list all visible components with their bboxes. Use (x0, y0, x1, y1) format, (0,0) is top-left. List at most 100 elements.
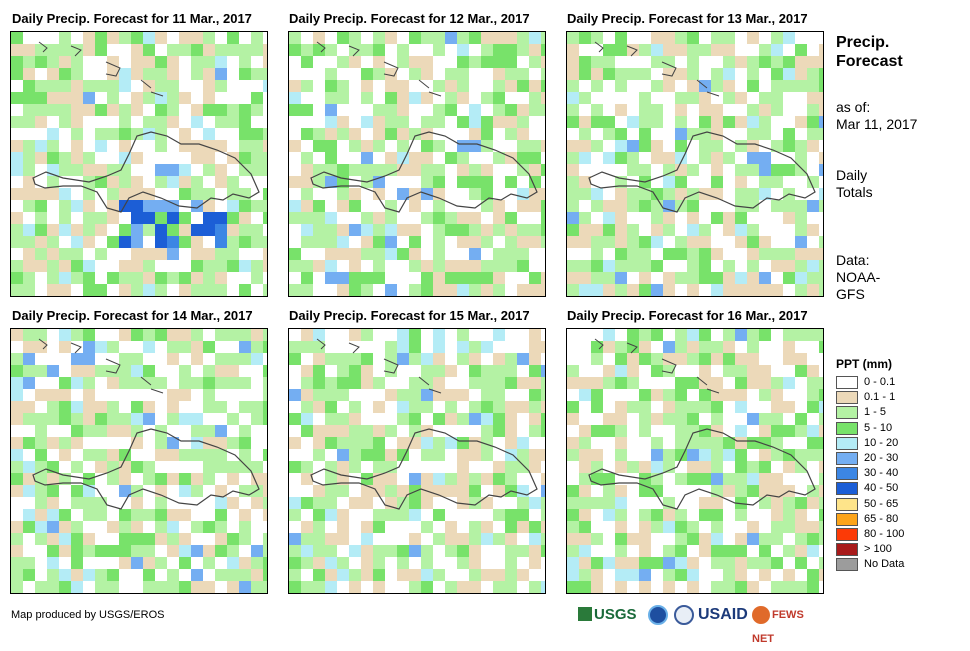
precip-cell (313, 92, 325, 104)
precip-cell (263, 569, 267, 581)
precip-cell (71, 152, 83, 164)
precip-cell (627, 509, 639, 521)
precip-cell (639, 272, 651, 284)
precip-cell (445, 365, 457, 377)
precip-cell (179, 389, 191, 401)
precip-cell (397, 533, 409, 545)
precip-cell (795, 413, 807, 425)
precip-cell (481, 485, 493, 497)
precip-cell (529, 32, 541, 44)
precip-cell (47, 104, 59, 116)
precip-cell (349, 284, 361, 296)
precip-cell (747, 272, 759, 284)
precip-cell (687, 32, 699, 44)
precip-cell (239, 449, 251, 461)
precip-cell (397, 68, 409, 80)
precip-cell (361, 461, 373, 473)
precip-cell (179, 497, 191, 509)
precip-cell (263, 545, 267, 557)
precip-cell (167, 581, 179, 593)
precip-cell (107, 413, 119, 425)
precip-cell (795, 44, 807, 56)
precip-cell (263, 80, 267, 92)
precip-cell (603, 389, 615, 401)
precip-cell (131, 236, 143, 248)
precip-cell (421, 116, 433, 128)
precip-cell (47, 260, 59, 272)
precip-cell (23, 284, 35, 296)
precip-cell (615, 152, 627, 164)
precip-cell (251, 56, 263, 68)
precip-cell (131, 413, 143, 425)
precip-cell (759, 437, 771, 449)
precip-cell (83, 341, 95, 353)
precip-cell (627, 236, 639, 248)
precip-cell (263, 449, 267, 461)
precip-cell (409, 449, 421, 461)
precip-cell (517, 569, 529, 581)
precip-cell (615, 509, 627, 521)
precip-cell (603, 581, 615, 593)
precip-cell (23, 413, 35, 425)
precip-cell (289, 413, 301, 425)
precip-cell (759, 569, 771, 581)
precip-cell (301, 521, 313, 533)
precip-cell (807, 116, 819, 128)
precip-cell (227, 116, 239, 128)
precip-cell (95, 128, 107, 140)
precip-cell (603, 188, 615, 200)
precip-cell (385, 188, 397, 200)
precip-cell (83, 164, 95, 176)
precip-cell (397, 581, 409, 593)
precip-cell (735, 449, 747, 461)
precip-cell (119, 32, 131, 44)
precip-cell (759, 140, 771, 152)
precip-cell (107, 92, 119, 104)
precip-cell (735, 569, 747, 581)
precip-cell (397, 32, 409, 44)
precip-cell (711, 248, 723, 260)
precip-cell (807, 485, 819, 497)
precip-cell (517, 365, 529, 377)
precip-cell (639, 260, 651, 272)
precip-cell (639, 377, 651, 389)
precip-cell (337, 140, 349, 152)
precip-cell (639, 80, 651, 92)
precip-cell (71, 521, 83, 533)
precip-cell (481, 545, 493, 557)
precip-cell (215, 341, 227, 353)
precip-cell (263, 365, 267, 377)
precip-cell (263, 581, 267, 593)
precip-cell (203, 485, 215, 497)
precip-cell (517, 68, 529, 80)
precip-cell (699, 401, 711, 413)
precip-cell (771, 92, 783, 104)
island-outlines (316, 41, 442, 97)
precip-cell (591, 485, 603, 497)
precip-cell (699, 449, 711, 461)
precip-cell (759, 176, 771, 188)
precip-cell (47, 533, 59, 545)
precip-cell (131, 224, 143, 236)
precip-cell (11, 557, 23, 569)
precip-cell (59, 557, 71, 569)
precip-cell (541, 461, 545, 473)
precip-cell (131, 521, 143, 533)
precip-cell (349, 248, 361, 260)
precip-cell (567, 200, 579, 212)
precip-cell (747, 449, 759, 461)
precip-cell (373, 389, 385, 401)
precip-cell (529, 353, 541, 365)
precip-cell (457, 329, 469, 341)
legend-swatch (836, 421, 858, 435)
precip-cell (167, 545, 179, 557)
precip-cell (35, 272, 47, 284)
precip-cell (651, 521, 663, 533)
precip-cell (639, 437, 651, 449)
precip-cell (445, 425, 457, 437)
precip-cell (675, 212, 687, 224)
precip-cell (591, 533, 603, 545)
precip-cell (735, 128, 747, 140)
precip-cell (301, 140, 313, 152)
precip-cell (541, 569, 545, 581)
